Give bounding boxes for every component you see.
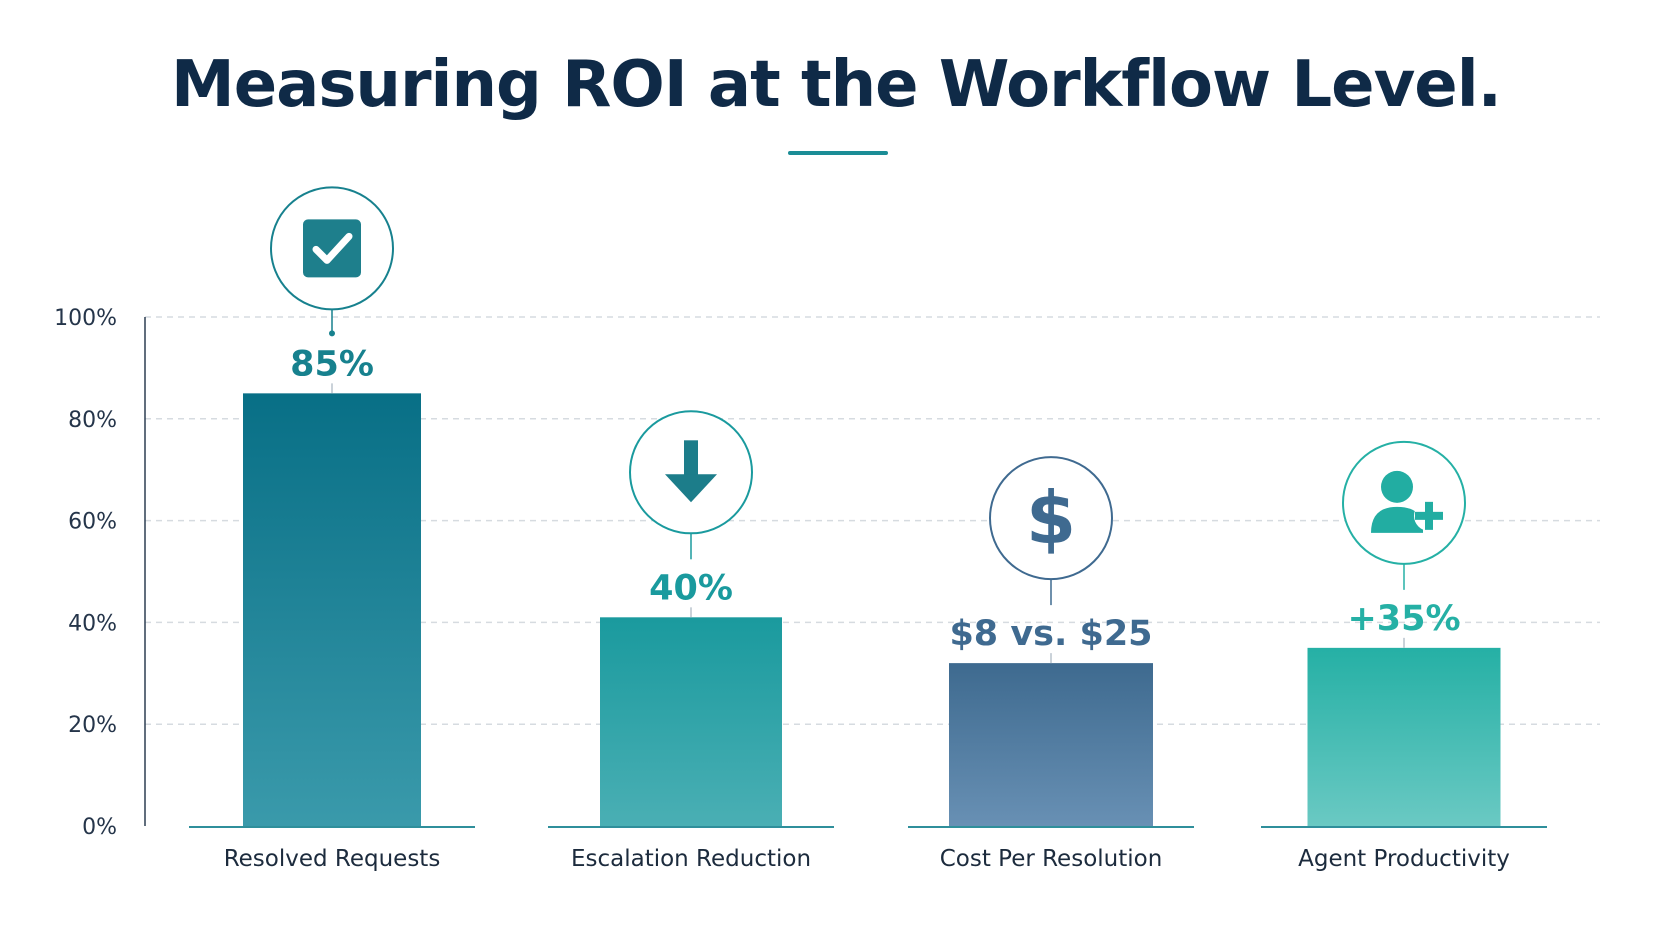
bar [243,393,421,826]
title-underline [788,151,888,155]
bar-group: +35% Agent Productivity [1261,440,1547,872]
dollar-icon: $ [1026,476,1076,560]
category-label: Cost Per Resolution [940,846,1163,872]
bars: 85% Resolved Requests 40% Escalation Reduct… [189,186,1547,872]
category-label: Escalation Reduction [571,846,811,872]
arrow-down-icon [665,440,717,503]
connector-dot [329,330,335,337]
bar-group: $8 vs. $25 $ Cost Per Resolution [908,456,1194,872]
category-label: Resolved Requests [224,846,441,872]
bar-group: 85% Resolved Requests [189,186,475,872]
y-tick-label: 20% [68,713,117,738]
data-label: +35% [1347,599,1460,639]
add-user-icon [1371,470,1444,533]
icon-badge [1342,440,1466,565]
y-tick-label: 40% [68,611,117,636]
y-tick-label: 100% [54,306,117,331]
y-tick-label: 60% [68,510,117,535]
y-tick-label: 80% [68,408,117,433]
svg-text:$: $ [1026,476,1076,560]
data-label: 40% [649,568,733,608]
y-axis: 0% 20% 40% 60% 80% 100% [54,306,146,840]
data-label: 85% [290,344,374,384]
bar [1307,647,1501,826]
page-title: Measuring ROI at the Workflow Level. [171,48,1502,122]
bar [949,663,1153,826]
y-tick-label: 0% [82,815,117,840]
data-label: $8 vs. $25 [949,614,1152,654]
category-label: Agent Productivity [1298,846,1510,872]
checkbox-icon [303,219,361,278]
bar-group: 40% Escalation Reduction [548,410,834,872]
bar [600,617,782,826]
icon-badge [989,456,1113,581]
